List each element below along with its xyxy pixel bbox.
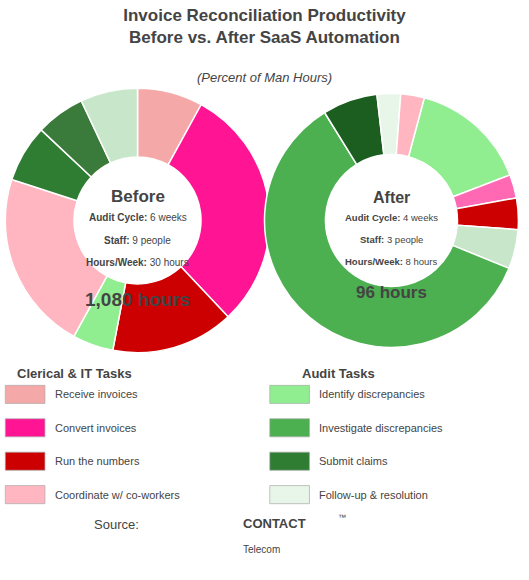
svg-text:Staff: 9 people: Staff: 9 people [104, 235, 171, 246]
svg-text:Invoice Reconciliation Product: Invoice Reconciliation ProductivityBefor… [123, 6, 406, 47]
svg-text:Follow-up & resolution: Follow-up & resolution [319, 489, 428, 501]
svg-text:Hours/Week: 8 hours: Hours/Week: 8 hours [345, 256, 437, 267]
svg-text:Coordinate w/ co-workers: Coordinate w/ co-workers [55, 489, 180, 501]
svg-text:Before: Before [111, 187, 165, 206]
svg-text:96 hours: 96 hours [356, 283, 427, 302]
svg-text:CONTACT: CONTACT [243, 516, 306, 531]
svg-text:Convert invoices: Convert invoices [55, 422, 137, 434]
svg-text:Identify discrepancies: Identify discrepancies [319, 388, 425, 400]
svg-text:Audit Cycle: 4 weeks: Audit Cycle: 4 weeks [345, 212, 438, 223]
svg-text:After: After [373, 189, 410, 206]
svg-text:Telecom: Telecom [243, 544, 280, 555]
svg-text:1,080 hours: 1,080 hours [85, 289, 191, 310]
svg-text:Audit Tasks: Audit Tasks [302, 366, 375, 381]
svg-text:Audit Cycle: 6 weeks: Audit Cycle: 6 weeks [89, 212, 187, 223]
svg-text:Run the numbers: Run the numbers [55, 455, 140, 467]
svg-text:™: ™ [338, 513, 346, 522]
svg-text:Submit claims: Submit claims [319, 455, 388, 467]
svg-text:Clerical & IT Tasks: Clerical & IT Tasks [17, 366, 132, 381]
svg-text:Source:: Source: [94, 517, 139, 532]
svg-text:(Percent of Man Hours): (Percent of Man Hours) [197, 70, 332, 85]
svg-text:Staff: 3 people: Staff: 3 people [360, 234, 423, 245]
svg-text:Hours/Week: 30 hours: Hours/Week: 30 hours [86, 257, 189, 268]
svg-text:Receive invoices: Receive invoices [55, 388, 138, 400]
svg-text:Investigate discrepancies: Investigate discrepancies [319, 422, 443, 434]
